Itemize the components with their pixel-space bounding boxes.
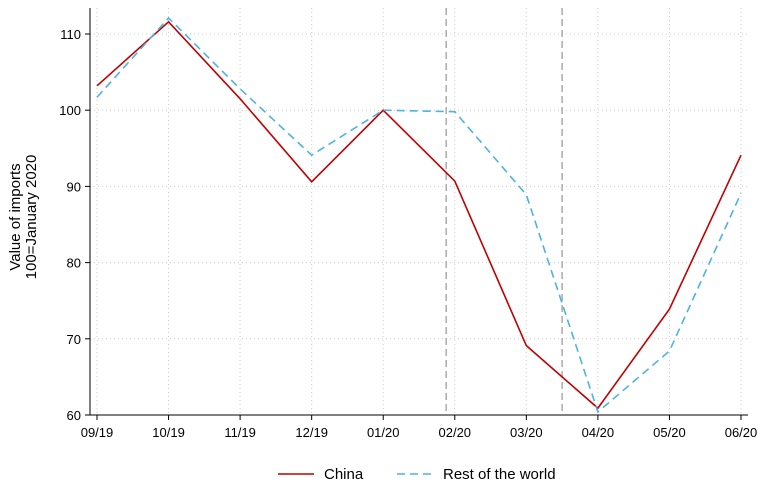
x-tick-label: 11/19 [224,425,256,440]
x-tick-label: 04/20 [582,425,615,440]
x-tick-label: 03/20 [510,425,543,440]
y-tick-label: 110 [60,27,81,42]
y-tick-label: 70 [67,332,81,347]
x-tick-label: 05/20 [653,425,686,440]
y-tick-label: 100 [59,103,81,118]
x-tick-label: 02/20 [439,425,472,440]
y-label-line: 100=January 2020 [23,155,40,280]
x-tick-label: 10/19 [152,425,185,440]
series-line [96,16,742,414]
series-line [96,20,742,410]
y-label-line: Value of imports [7,163,24,270]
x-tick-label: 09/19 [81,425,114,440]
x-tick-label: 12/19 [295,425,328,440]
legend-label: China [324,466,364,483]
legend-label: Rest of the world [443,466,556,483]
x-tick-label: 01/20 [367,425,400,440]
y-axis-title: Value of imports 100=January 2020 [7,155,40,280]
x-tick-label: 06/20 [725,425,758,440]
y-tick-label: 90 [67,179,81,194]
y-tick-label: 80 [67,256,81,271]
y-tick-label: 60 [67,408,81,423]
